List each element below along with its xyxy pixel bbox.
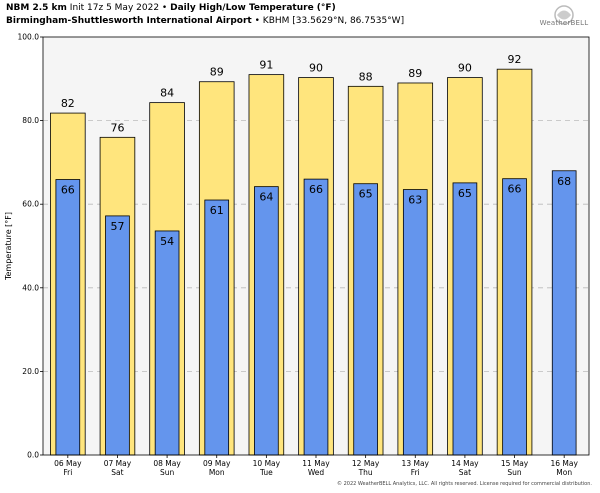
bars-group: 82 66 76 57 84 54 89 61 91 64 90 66 88 65 89 63 90 65 92 66… xyxy=(50,53,577,456)
high-temp-label: 76 xyxy=(110,121,124,134)
low-temp-label: 54 xyxy=(160,235,174,248)
low-temp-label: 64 xyxy=(259,191,273,204)
low-temp-bar xyxy=(204,199,230,456)
y-tick-label: 20.0 xyxy=(22,367,39,376)
low-temp-bar xyxy=(452,182,478,456)
low-temp-label: 68 xyxy=(557,175,571,188)
high-temp-label: 91 xyxy=(259,59,273,72)
low-temp-bar xyxy=(353,183,378,456)
x-tick-day: Sat xyxy=(111,468,123,477)
y-tick-label: 80.0 xyxy=(22,116,39,125)
copyright-notice: © 2022 WeatherBELL Analytics, LLC. All r… xyxy=(337,481,592,487)
station-info: KBHM [33.5629°N, 86.7535°W] xyxy=(262,16,405,26)
low-temp-label: 57 xyxy=(110,220,124,233)
low-temp-label: 65 xyxy=(458,187,472,200)
low-temp-label: 66 xyxy=(309,183,323,196)
logo-brand-text: WeatherBELL xyxy=(539,19,589,27)
low-temp-bar xyxy=(502,178,527,456)
low-temp-label: 66 xyxy=(61,184,75,197)
x-tick-day: Sun xyxy=(160,468,175,477)
low-temp-bar xyxy=(402,189,428,456)
low-temp-label: 65 xyxy=(359,188,373,201)
x-tick-day: Wed xyxy=(308,468,325,477)
high-temp-label: 90 xyxy=(458,62,472,75)
y-tick-label: 100.0 xyxy=(18,33,40,42)
x-tick-date: 12 May xyxy=(352,459,380,468)
y-axis-label: Temperature [°F] xyxy=(4,212,13,281)
high-temp-label: 89 xyxy=(408,67,422,80)
low-temp-bar xyxy=(55,179,81,456)
x-tick-day: Fri xyxy=(411,468,420,477)
model-name: NBM 2.5 km xyxy=(6,3,67,13)
low-temp-bar xyxy=(154,230,180,456)
low-temp-bar xyxy=(254,186,279,456)
x-tick-date: 13 May xyxy=(402,459,430,468)
subtitle-separator: • xyxy=(254,16,260,26)
x-tick-date: 11 May xyxy=(302,459,330,468)
init-time: Init 17z 5 May 2022 xyxy=(69,3,160,13)
high-temp-label: 92 xyxy=(508,53,522,66)
low-temp-label: 61 xyxy=(210,204,224,217)
x-tick-day: Mon xyxy=(556,468,572,477)
low-temp-bar xyxy=(551,170,577,456)
weatherbell-logo: WeatherBELL xyxy=(533,4,595,36)
y-tick-label: 0.0 xyxy=(27,451,39,460)
y-tick-label: 60.0 xyxy=(22,200,39,209)
high-temp-label: 82 xyxy=(61,97,75,110)
low-temp-label: 66 xyxy=(508,183,522,196)
x-tick-date: 08 May xyxy=(153,459,181,468)
x-tick-date: 16 May xyxy=(550,459,578,468)
y-tick-label: 40.0 xyxy=(22,283,39,292)
high-temp-label: 88 xyxy=(359,70,373,83)
x-tick-day: Thu xyxy=(358,468,373,477)
chart-subtitle-line: Birmingham-Shuttlesworth International A… xyxy=(6,16,404,26)
x-tick-day: Tue xyxy=(259,468,273,477)
x-tick-day: Mon xyxy=(209,468,225,477)
title-separator: • xyxy=(161,3,168,13)
x-tick-date: 10 May xyxy=(253,459,281,468)
high-temp-label: 90 xyxy=(309,62,323,75)
x-tick-date: 09 May xyxy=(203,459,231,468)
x-tick-date: 07 May xyxy=(104,459,132,468)
low-temp-label: 63 xyxy=(408,194,422,207)
high-temp-label: 84 xyxy=(160,87,174,100)
product-name: Daily High/Low Temperature (°F) xyxy=(170,3,336,13)
chart-title-line: NBM 2.5 km Init 17z 5 May 2022 • Daily H… xyxy=(6,3,336,13)
low-temp-bar xyxy=(303,178,329,456)
x-tick-day: Fri xyxy=(63,468,72,477)
low-temp-bar xyxy=(105,215,130,456)
y-axis: 0.0 20.0 40.0 60.0 80.0 100.0 xyxy=(18,33,43,460)
x-tick-date: 06 May xyxy=(54,459,82,468)
x-tick-date: 14 May xyxy=(451,459,479,468)
station-name: Birmingham-Shuttlesworth International A… xyxy=(6,16,252,26)
x-tick-date: 15 May xyxy=(501,459,529,468)
x-tick-day: Sun xyxy=(507,468,522,477)
x-tick-day: Sat xyxy=(459,468,471,477)
logo-swirl-icon xyxy=(554,5,574,25)
high-temp-label: 89 xyxy=(210,66,224,79)
